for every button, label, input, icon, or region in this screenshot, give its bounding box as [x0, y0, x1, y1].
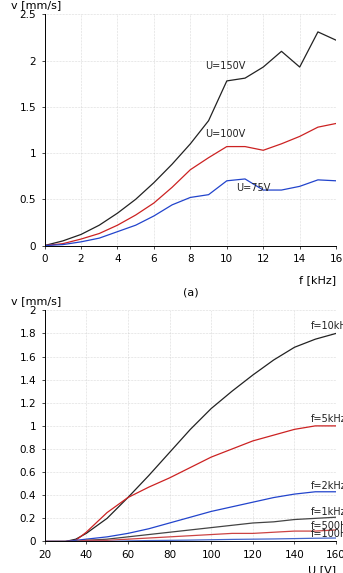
- Text: U=100V: U=100V: [205, 129, 245, 139]
- Text: f=10kHz: f=10kHz: [311, 321, 343, 331]
- Text: f=2kHz: f=2kHz: [311, 481, 343, 491]
- Text: f=5kHz: f=5kHz: [311, 414, 343, 425]
- Text: f=100Hz: f=100Hz: [311, 529, 343, 539]
- Text: v [mm/s]: v [mm/s]: [11, 0, 61, 10]
- Text: f=500Hz: f=500Hz: [311, 520, 343, 531]
- Text: f=1kHz: f=1kHz: [311, 508, 343, 517]
- Text: U [V]: U [V]: [308, 564, 336, 573]
- Text: f [kHz]: f [kHz]: [299, 276, 336, 285]
- Text: U=150V: U=150V: [205, 61, 245, 71]
- Text: (a): (a): [182, 287, 198, 297]
- Text: U=75V: U=75V: [236, 183, 270, 193]
- Text: v [mm/s]: v [mm/s]: [11, 296, 61, 305]
